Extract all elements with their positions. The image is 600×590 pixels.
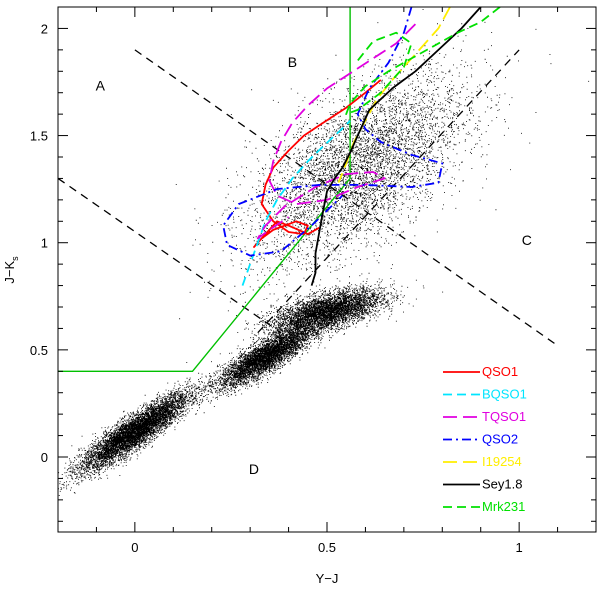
legend-label: TQSO1	[482, 409, 526, 424]
x-tick-label: 0.5	[318, 540, 336, 555]
region-label-d: D	[249, 461, 259, 477]
series-tracks	[222, 7, 501, 286]
series-line-mrk231	[345, 7, 501, 115]
legend-label: QSO2	[482, 432, 518, 447]
series-line-bqso1	[241, 119, 351, 286]
legend-label: I19254	[482, 454, 522, 469]
scatter-cluster-3	[175, 9, 590, 333]
y-axis-title-main: J−K	[2, 261, 17, 284]
svg-text:J−Ks: J−Ks	[2, 256, 20, 284]
x-tick-label: 1	[516, 540, 523, 555]
dashed-boundary-1	[58, 177, 282, 334]
selection-boundaries	[58, 7, 558, 372]
x-tick-label: 0	[131, 540, 138, 555]
y-tick-label: 0	[41, 450, 48, 465]
y-tick-label: 2	[41, 21, 48, 36]
y-axis-title: J−Ks	[2, 256, 20, 284]
legend: QSO1 BQSO1 TQSO1 QSO2 I19254 Sey1.8 Mrk231	[443, 364, 527, 514]
y-tick-label: 0.5	[30, 343, 48, 358]
region-label-b: B	[288, 54, 297, 70]
legend-label: Sey1.8	[482, 477, 522, 492]
y-axis-title-sub: s	[10, 256, 20, 261]
scatter-cluster-1	[187, 298, 366, 412]
scatter-cluster-0	[58, 362, 251, 496]
scatter-points	[58, 9, 590, 496]
y-tick-label: 1	[41, 236, 48, 251]
green-boundary	[58, 7, 351, 372]
region-labels: A B C D	[96, 54, 532, 477]
legend-label: BQSO1	[482, 387, 527, 402]
dashed-boundary-0	[134, 49, 558, 347]
axis-ticks: 0 0.5 1 0 0.5 1 1.5 2	[30, 6, 597, 555]
series-line-sey1-8	[310, 7, 482, 286]
y-tick-label: 1.5	[30, 129, 48, 144]
series-line-qso2	[222, 7, 444, 257]
x-axis-title: Y−J	[316, 571, 339, 586]
series-line-i19254	[337, 7, 451, 184]
legend-label: Mrk231	[482, 499, 525, 514]
region-label-a: A	[96, 78, 106, 94]
scatter-cluster-2	[236, 262, 444, 350]
legend-label: QSO1	[482, 364, 518, 379]
region-label-c: C	[522, 232, 532, 248]
series-line-tqso1	[256, 23, 417, 240]
